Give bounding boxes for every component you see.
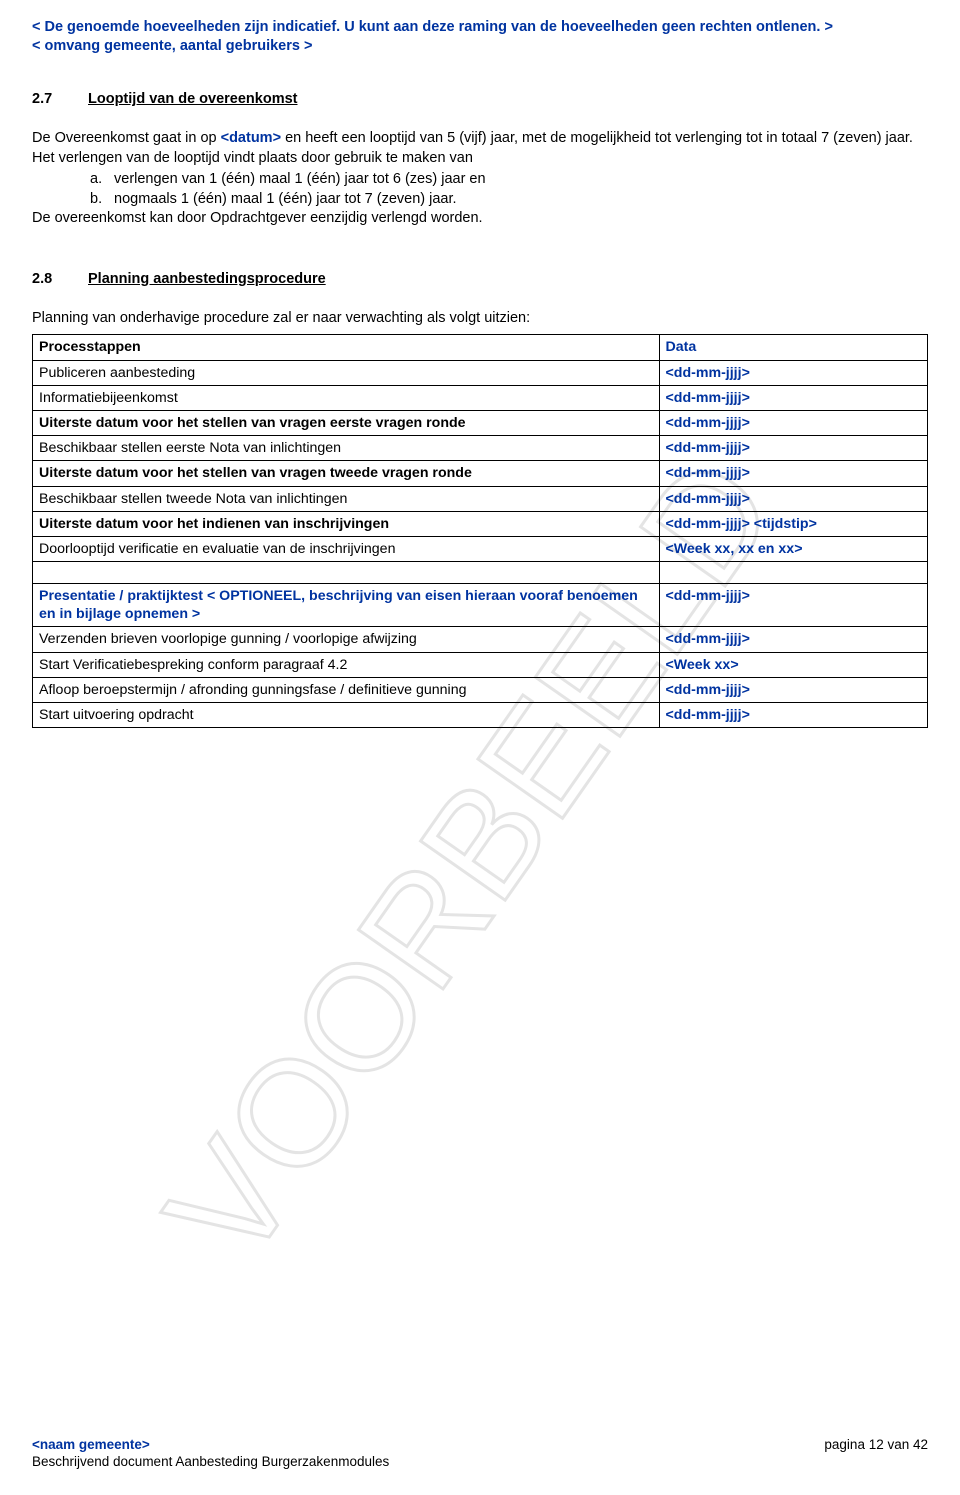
- table-cell-step: Beschikbaar stellen tweede Nota van inli…: [33, 486, 660, 511]
- s28-lead: Planning van onderhavige procedure zal e…: [32, 309, 928, 329]
- table-row: Afloop beroepstermijn / afronding gunnin…: [33, 677, 928, 702]
- table-cell-step: Uiterste datum voor het stellen van vrag…: [33, 410, 660, 435]
- table-cell-step: Publiceren aanbesteding: [33, 360, 660, 385]
- table-cell-date: <dd-mm-jjjj>: [659, 461, 928, 486]
- table-cell-date: <dd-mm-jjjj>: [659, 677, 928, 702]
- table-cell-step: Start Verificatiebespreking conform para…: [33, 652, 660, 677]
- table-cell-date: <dd-mm-jjjj> <tijdstip>: [659, 511, 928, 536]
- s27-para-1: De Overeenkomst gaat in op <datum> en he…: [32, 129, 928, 168]
- table-cell-date: <dd-mm-jjjj>: [659, 584, 928, 627]
- table-row: Start Verificatiebespreking conform para…: [33, 652, 928, 677]
- table-cell-date: <dd-mm-jjjj>: [659, 385, 928, 410]
- footer-left-bottom: Beschrijvend document Aanbesteding Burge…: [32, 1453, 928, 1471]
- table-cell-date: <dd-mm-jjjj>: [659, 702, 928, 727]
- table-row: Uiterste datum voor het stellen van vrag…: [33, 461, 928, 486]
- table-cell-step: Beschikbaar stellen eerste Nota van inli…: [33, 436, 660, 461]
- table-empty-cell: [659, 562, 928, 584]
- section-title: Looptijd van de overeenkomst: [88, 91, 298, 107]
- table-cell-step: Uiterste datum voor het stellen van vrag…: [33, 461, 660, 486]
- table-cell-step: Doorlooptijd verificatie en evaluatie va…: [33, 536, 660, 561]
- table-row: Doorlooptijd verificatie en evaluatie va…: [33, 536, 928, 561]
- intro-line-2: < omvang gemeente, aantal gebruikers >: [32, 37, 928, 56]
- item-a-label: a.: [90, 170, 114, 190]
- item-b-label: b.: [90, 190, 114, 210]
- table-cell-step: Verzenden brieven voorlopige gunning / v…: [33, 627, 660, 652]
- table-header-processtappen: Processtappen: [33, 335, 660, 360]
- s27-datum: <datum>: [221, 130, 281, 146]
- table-row: Verzenden brieven voorlopige gunning / v…: [33, 627, 928, 652]
- table-row: Presentatie / praktijktest < OPTIONEEL, …: [33, 584, 928, 627]
- s27-para1a: De Overeenkomst gaat in op: [32, 130, 221, 146]
- table-cell-date: <Week xx, xx en xx>: [659, 536, 928, 561]
- table-empty-cell: [33, 562, 660, 584]
- intro-line-1: < De genoemde hoeveelheden zijn indicati…: [32, 18, 928, 37]
- footer-left-top: <naam gemeente>: [32, 1436, 150, 1454]
- table-cell-date: <dd-mm-jjjj>: [659, 627, 928, 652]
- table-cell-date: <dd-mm-jjjj>: [659, 436, 928, 461]
- table-row: Uiterste datum voor het indienen van ins…: [33, 511, 928, 536]
- page-footer: <naam gemeente> pagina 12 van 42 Beschri…: [32, 1436, 928, 1471]
- s27-list: a.verlengen van 1 (één) maal 1 (één) jaa…: [90, 170, 928, 209]
- table-row: Beschikbaar stellen eerste Nota van inli…: [33, 436, 928, 461]
- planning-table: ProcesstappenDataPubliceren aanbesteding…: [32, 334, 928, 728]
- table-row: Start uitvoering opdracht<dd-mm-jjjj>: [33, 702, 928, 727]
- table-cell-date: <dd-mm-jjjj>: [659, 360, 928, 385]
- table-row: Uiterste datum voor het stellen van vrag…: [33, 410, 928, 435]
- table-cell-date: <Week xx>: [659, 652, 928, 677]
- section-2-7-header: 2.7Looptijd van de overeenkomst: [32, 91, 928, 107]
- section-number: 2.8: [32, 271, 88, 287]
- table-cell-step: Uiterste datum voor het indienen van ins…: [33, 511, 660, 536]
- section-title: Planning aanbestedingsprocedure: [88, 271, 326, 287]
- table-cell-step: Afloop beroepstermijn / afronding gunnin…: [33, 677, 660, 702]
- table-header-data: Data: [659, 335, 928, 360]
- table-row: Publiceren aanbesteding<dd-mm-jjjj>: [33, 360, 928, 385]
- table-cell-step: Informatiebijeenkomst: [33, 385, 660, 410]
- table-row: Beschikbaar stellen tweede Nota van inli…: [33, 486, 928, 511]
- table-cell-step: Presentatie / praktijktest < OPTIONEEL, …: [33, 584, 660, 627]
- table-cell-date: <dd-mm-jjjj>: [659, 486, 928, 511]
- section-2-8-header: 2.8Planning aanbestedingsprocedure: [32, 271, 928, 287]
- section-number: 2.7: [32, 91, 88, 107]
- item-a-text: verlengen van 1 (één) maal 1 (één) jaar …: [114, 171, 486, 187]
- s27-item-b: b.nogmaals 1 (één) maal 1 (één) jaar tot…: [90, 190, 928, 210]
- s27-para-2: De overeenkomst kan door Opdrachtgever e…: [32, 209, 928, 229]
- footer-page-number: pagina 12 van 42: [824, 1436, 928, 1454]
- item-b-text: nogmaals 1 (één) maal 1 (één) jaar tot 7…: [114, 191, 457, 207]
- intro-block: < De genoemde hoeveelheden zijn indicati…: [32, 18, 928, 55]
- table-cell-step: Start uitvoering opdracht: [33, 702, 660, 727]
- s27-item-a: a.verlengen van 1 (één) maal 1 (één) jaa…: [90, 170, 928, 190]
- table-row: Informatiebijeenkomst<dd-mm-jjjj>: [33, 385, 928, 410]
- table-cell-date: <dd-mm-jjjj>: [659, 410, 928, 435]
